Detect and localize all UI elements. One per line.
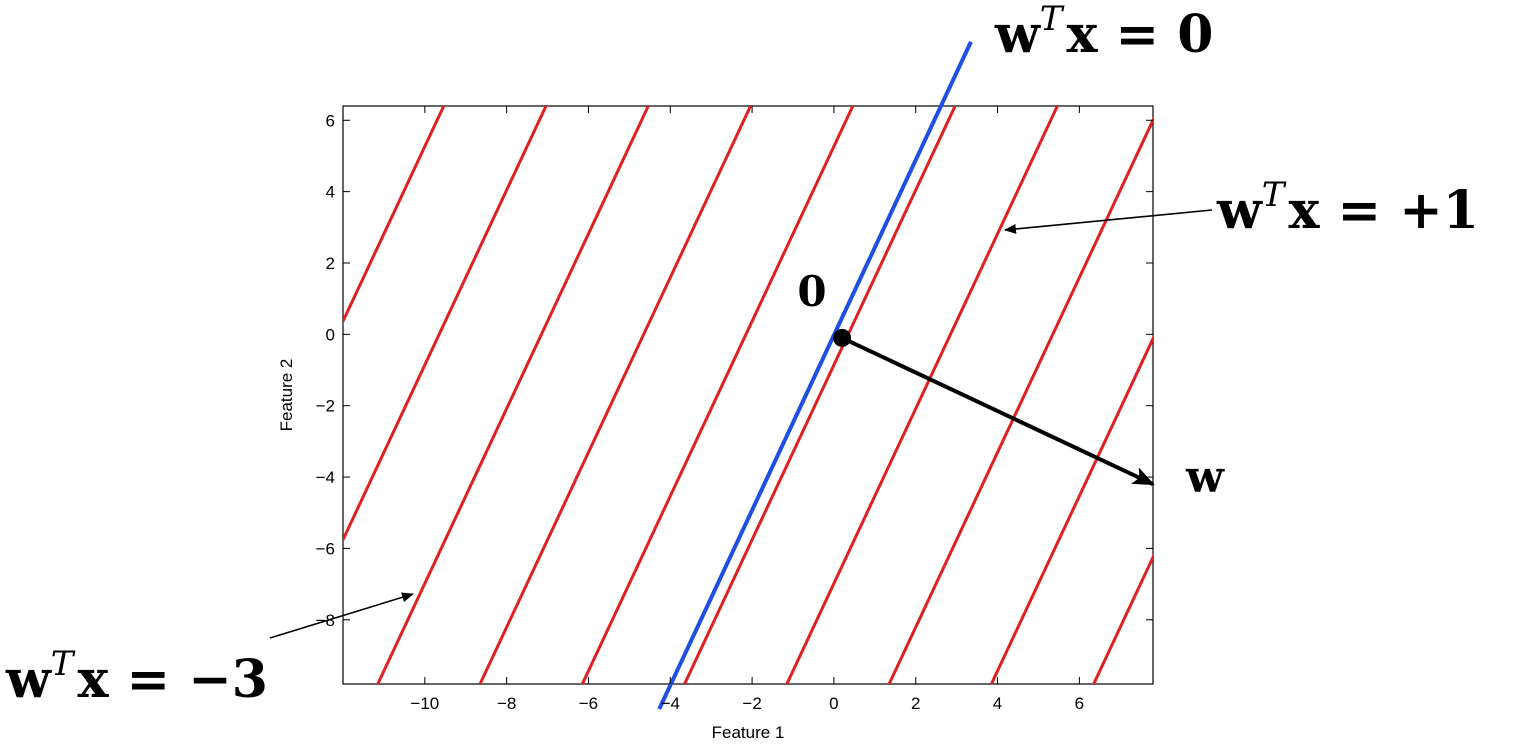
annotation-boundary-w: w [994,4,1041,65]
x-tick-label: 0 [829,694,838,713]
annotation-minus-three-rest: x = −3 [77,649,268,710]
annotation-plus-one-sup: T [1262,175,1287,215]
annotation-boundary-rest: x = 0 [1066,4,1213,65]
contour-line [682,106,957,684]
contour-line [376,106,650,684]
annotation-minus-three-arrow [269,592,414,639]
x-tick-label: −4 [661,694,680,713]
y-axis-label: Feature 2 [277,359,296,432]
y-tick-label: −2 [316,397,335,416]
contour-line [1092,553,1153,684]
y-tick-label: −6 [316,539,335,558]
annotation-minus-three-w: w [5,649,52,710]
contour-line [989,335,1153,684]
x-tick-label: −6 [579,694,598,713]
annotation-minus-three: wTx = −3 [5,644,268,710]
contour-line [1163,35,1500,745]
x-tick-label: −2 [742,694,761,713]
y-tick-label: −4 [316,468,335,487]
x-tick-label: 2 [911,694,920,713]
annotation-boundary-sup: T [1040,0,1065,39]
decision-boundary-line [657,40,973,710]
contour-line [580,106,855,684]
annotation-plus-one: wTx = +1 [1216,175,1479,241]
y-tick-label: 0 [326,325,335,344]
annotation-boundary: wTx = 0 [994,0,1213,65]
y-tick-label: 6 [326,111,335,130]
contour-line [478,106,753,684]
y-tick-label: 4 [326,183,335,202]
y-tick-label: 2 [326,254,335,273]
contour-lines [343,35,1500,745]
x-axis-label: Feature 1 [712,723,785,742]
annotation-plus-one-arrow [1004,209,1213,234]
contour-line [343,106,446,325]
x-tick-label: 4 [993,694,1002,713]
origin-point [833,328,852,347]
weight-vector-arrow [841,336,1155,487]
annotation-plus-one-w: w [1216,180,1263,241]
weight-vector-label: w [1185,452,1225,503]
contour-line [343,106,548,544]
x-tick-label: −8 [497,694,516,713]
annotation-plus-one-rest: x = +1 [1288,180,1479,241]
plot-area [342,105,1154,685]
x-tick-label: −10 [410,694,439,713]
contour-line [785,106,1060,684]
annotation-minus-three-sup: T [51,644,76,684]
x-axis-ticks: −10 −8 −6 −4 −2 0 2 4 6 [410,106,1084,713]
contour-line [887,116,1153,684]
x-tick-label: 6 [1075,694,1084,713]
origin-label: 0 [797,267,826,316]
